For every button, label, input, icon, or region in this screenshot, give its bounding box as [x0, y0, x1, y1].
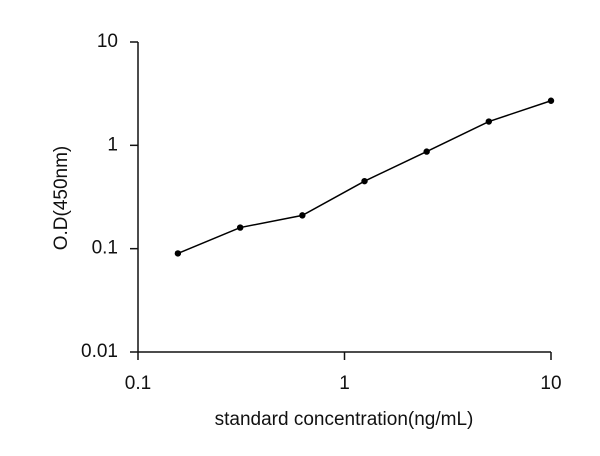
data-point: [485, 118, 493, 125]
y-tick-label: 1: [107, 134, 118, 155]
data-point: [299, 212, 306, 219]
data-point: [361, 177, 368, 185]
x-axis-label: standard concentration(ng/mL): [215, 409, 474, 430]
y-tick-label: 0.1: [92, 238, 118, 259]
data-point: [174, 250, 182, 257]
x-tick-label: 0.1: [125, 373, 151, 394]
x-tick-label: 10: [540, 373, 561, 394]
x-tick-label: 1: [339, 373, 350, 394]
y-tick-label: 10: [97, 31, 118, 52]
y-tick-label: 0.01: [81, 341, 118, 362]
data-point: [547, 97, 555, 104]
data-point: [236, 224, 244, 231]
y-axis-label: O.D(450nm): [51, 146, 72, 251]
data-point: [423, 148, 430, 155]
